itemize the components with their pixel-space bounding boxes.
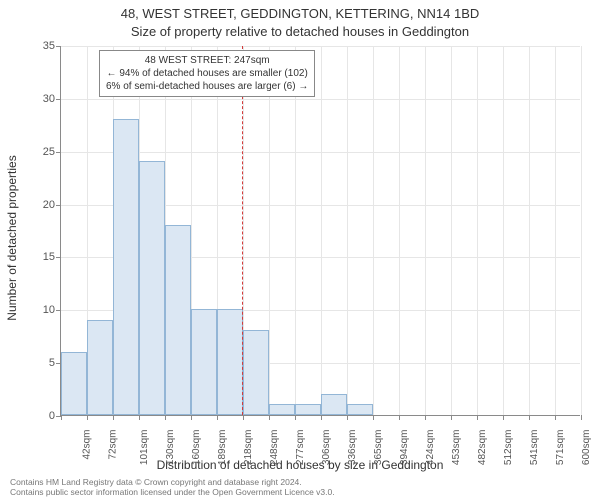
annotation-box: 48 WEST STREET: 247sqm← 94% of detached … xyxy=(99,50,315,97)
x-tick-label: 365sqm xyxy=(373,430,384,466)
histogram-bar xyxy=(243,330,269,415)
gridline-v xyxy=(399,46,400,415)
x-tick xyxy=(295,415,296,420)
histogram-bar xyxy=(139,161,165,415)
y-axis-label: Number of detached properties xyxy=(5,155,19,320)
x-tick xyxy=(321,415,322,420)
histogram-bar xyxy=(61,352,87,415)
x-tick-label: 394sqm xyxy=(399,430,410,466)
histogram-bar xyxy=(113,119,139,415)
histogram-bar xyxy=(165,225,191,415)
page-title-line2: Size of property relative to detached ho… xyxy=(0,24,600,39)
gridline-v xyxy=(451,46,452,415)
x-tick xyxy=(399,415,400,420)
histogram-bar xyxy=(191,309,217,415)
y-tick-label: 0 xyxy=(15,410,55,422)
x-tick-label: 571sqm xyxy=(555,430,566,466)
x-tick-label: 189sqm xyxy=(217,430,228,466)
y-tick-label: 20 xyxy=(15,199,55,211)
x-tick-label: 541sqm xyxy=(529,430,540,466)
x-tick-label: 482sqm xyxy=(477,430,488,466)
x-tick xyxy=(581,415,582,420)
x-tick xyxy=(373,415,374,420)
y-tick xyxy=(56,99,61,100)
chart-plot-area: 48 WEST STREET: 247sqm← 94% of detached … xyxy=(60,46,580,416)
x-tick-label: 42sqm xyxy=(82,430,93,460)
footer-attribution: Contains HM Land Registry data © Crown c… xyxy=(10,477,335,497)
histogram-bar xyxy=(295,404,321,415)
x-tick xyxy=(425,415,426,420)
y-tick-label: 10 xyxy=(15,304,55,316)
y-tick xyxy=(56,257,61,258)
x-tick xyxy=(555,415,556,420)
x-tick-label: 512sqm xyxy=(503,430,514,466)
y-tick-label: 35 xyxy=(15,40,55,52)
x-tick xyxy=(451,415,452,420)
x-tick-label: 130sqm xyxy=(165,430,176,466)
x-tick-label: 248sqm xyxy=(269,430,280,466)
x-tick xyxy=(139,415,140,420)
histogram-bar xyxy=(321,394,347,415)
histogram-bar xyxy=(87,320,113,415)
x-tick-label: 101sqm xyxy=(139,430,150,466)
gridline-v xyxy=(321,46,322,415)
x-tick-label: 277sqm xyxy=(295,430,306,466)
x-tick xyxy=(191,415,192,420)
y-tick-label: 5 xyxy=(15,357,55,369)
x-tick xyxy=(477,415,478,420)
gridline-v xyxy=(269,46,270,415)
x-tick-label: 336sqm xyxy=(347,430,358,466)
gridline-v xyxy=(477,46,478,415)
x-tick xyxy=(347,415,348,420)
page-title-line1: 48, WEST STREET, GEDDINGTON, KETTERING, … xyxy=(0,6,600,21)
x-tick xyxy=(87,415,88,420)
gridline-v xyxy=(529,46,530,415)
y-tick xyxy=(56,205,61,206)
x-tick xyxy=(217,415,218,420)
gridline-v xyxy=(373,46,374,415)
y-tick-label: 30 xyxy=(15,93,55,105)
x-tick-label: 424sqm xyxy=(425,430,436,466)
footer-line2: Contains public sector information licen… xyxy=(10,487,335,497)
gridline-v xyxy=(425,46,426,415)
x-tick-label: 453sqm xyxy=(451,430,462,466)
x-tick xyxy=(61,415,62,420)
x-tick-label: 160sqm xyxy=(191,430,202,466)
x-tick-label: 600sqm xyxy=(581,430,592,466)
x-tick xyxy=(165,415,166,420)
y-tick xyxy=(56,152,61,153)
gridline-v xyxy=(503,46,504,415)
x-tick xyxy=(503,415,504,420)
x-tick-label: 218sqm xyxy=(243,430,254,466)
histogram-bar xyxy=(347,404,373,415)
annotation-line3: 6% of semi-detached houses are larger (6… xyxy=(106,80,308,93)
x-tick xyxy=(113,415,114,420)
y-tick-label: 25 xyxy=(15,146,55,158)
x-tick-label: 72sqm xyxy=(108,430,119,460)
gridline-v xyxy=(555,46,556,415)
annotation-line1: 48 WEST STREET: 247sqm xyxy=(106,54,308,67)
x-tick-label: 306sqm xyxy=(321,430,332,466)
y-tick-label: 15 xyxy=(15,251,55,263)
x-tick xyxy=(269,415,270,420)
x-tick xyxy=(243,415,244,420)
histogram-bar xyxy=(269,404,295,415)
gridline-v xyxy=(295,46,296,415)
gridline-v xyxy=(581,46,582,415)
gridline-v xyxy=(347,46,348,415)
x-tick xyxy=(529,415,530,420)
annotation-line2: ← 94% of detached houses are smaller (10… xyxy=(106,67,308,80)
footer-line1: Contains HM Land Registry data © Crown c… xyxy=(10,477,335,487)
y-tick xyxy=(56,46,61,47)
reference-line xyxy=(242,46,243,415)
histogram-bar xyxy=(217,309,243,415)
y-tick xyxy=(56,310,61,311)
